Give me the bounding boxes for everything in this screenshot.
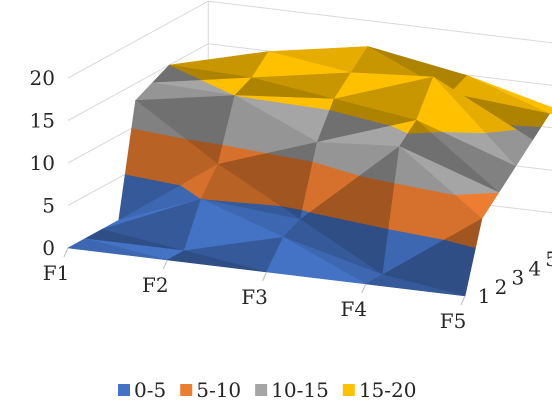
legend-swatch — [342, 384, 355, 396]
y-tick-label: 2 — [495, 275, 508, 299]
legend-label: 0-5 — [134, 378, 166, 402]
surface-facet — [365, 274, 466, 297]
y-tick-label: 3 — [511, 266, 524, 290]
x-tick-mark — [262, 271, 267, 282]
surface-facet — [131, 100, 186, 140]
y-tick-label: 5 — [545, 247, 552, 271]
legend: 0-5 5-10 10-15 15-20 — [118, 378, 416, 402]
x-tick-label: F1 — [43, 261, 70, 285]
surface-facet — [266, 236, 367, 285]
x-tick-label: F2 — [142, 273, 169, 297]
surface-facet — [67, 238, 168, 261]
axis-ticks: 05101520F1F2F3F4F51234567 — [30, 66, 552, 333]
surface-facet — [444, 218, 483, 249]
z-tick-label: 5 — [42, 194, 55, 218]
z-tick-label: 20 — [30, 66, 55, 90]
legend-swatch — [180, 384, 193, 396]
z-tick-label: 10 — [30, 151, 55, 175]
legend-label: 5-10 — [196, 378, 241, 402]
legend-label: 10-15 — [271, 378, 329, 402]
surface-facet — [166, 250, 267, 273]
x-tick-label: F3 — [241, 285, 268, 309]
x-tick-mark — [361, 283, 367, 294]
x-tick-mark — [63, 247, 69, 258]
x-tick-mark — [460, 295, 466, 306]
surface-facet — [200, 163, 281, 206]
y-tick-label: 1 — [478, 284, 491, 308]
x-tick-label: F4 — [340, 297, 367, 321]
x-tick-label: F5 — [440, 309, 467, 333]
legend-swatch — [255, 384, 268, 396]
y-tick-label: 4 — [528, 256, 541, 280]
x-tick-mark — [162, 259, 168, 270]
legend-swatch — [118, 384, 130, 396]
surface-facet — [394, 146, 455, 195]
surface-plot — [67, 46, 552, 297]
surface-facet — [407, 119, 431, 134]
z-tick-label: 0 — [42, 236, 55, 260]
legend-label: 15-20 — [359, 378, 417, 402]
z-tick-label: 15 — [30, 109, 55, 133]
